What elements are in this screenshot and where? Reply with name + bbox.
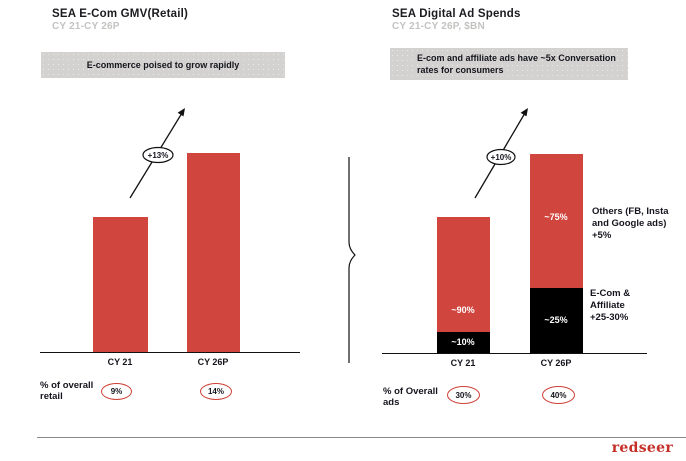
annotation-others-line2: and Google ads) xyxy=(592,218,667,229)
right-xlabel-cy26p: CY 26P xyxy=(540,358,572,368)
right-x-axis xyxy=(382,353,647,354)
left-xlabel-cy21: CY 21 xyxy=(107,357,133,367)
left-oval-cy26p: 14% xyxy=(200,383,232,400)
right-callout-line2: rates for consumers xyxy=(417,65,504,75)
annotation-ecom-line3: +25-30% xyxy=(590,312,629,323)
left-bar-cy21 xyxy=(93,217,148,352)
seg-label-cy26p-ecom: ~25% xyxy=(544,315,568,325)
right-growth-badge: +10% xyxy=(491,153,512,162)
annotation-ecom-line2: Affiliate xyxy=(590,300,625,311)
right-xlabel-cy21: CY 21 xyxy=(450,358,476,368)
left-growth-badge: +13% xyxy=(148,151,169,160)
seg-label-cy21-others: ~90% xyxy=(451,305,475,315)
left-footer-label: % of overall retail xyxy=(40,380,93,402)
left-bar-cy26p xyxy=(187,153,240,352)
annotation-ecom-affiliate: E-Com & Affiliate +25-30% xyxy=(590,288,630,324)
footer-rule xyxy=(37,437,686,438)
left-oval-cy21: 9% xyxy=(101,383,132,400)
right-bar-cy26p-others-segment xyxy=(530,154,583,288)
right-footer-label-line1: % of Overall xyxy=(383,386,438,397)
left-growth-arrow-icon: +13% xyxy=(129,108,185,199)
seg-label-cy26p-others: ~75% xyxy=(544,212,568,222)
panel-divider-brace xyxy=(348,157,356,363)
annotation-others-line1: Others (FB, Insta xyxy=(592,206,669,217)
annotation-ecom-line1: E-Com & xyxy=(590,288,631,299)
left-xlabel-cy26p: CY 26P xyxy=(197,357,229,367)
right-chart-subtitle: CY 21-CY 26P, $BN xyxy=(392,21,485,32)
right-callout-box: E-com and affiliate ads have ~5x Convers… xyxy=(390,48,628,80)
left-callout-text: E-commerce poised to grow rapidly xyxy=(86,60,240,70)
right-callout-line1: E-com and affiliate ads have ~5x Convers… xyxy=(417,53,616,63)
right-oval-cy21: 30% xyxy=(447,386,480,404)
right-chart-title: SEA Digital Ad Spends xyxy=(392,8,521,20)
right-bar-cy21-ecom-segment xyxy=(437,332,490,353)
right-footer-label: % of Overall ads xyxy=(383,386,438,408)
right-oval-cy26p: 40% xyxy=(542,386,575,404)
annotation-others: Others (FB, Insta and Google ads) +5% xyxy=(592,206,669,242)
left-chart-title: SEA E-Com GMV(Retail) xyxy=(52,8,189,20)
left-footer-label-line1: % of overall xyxy=(40,380,94,391)
right-growth-arrow-icon: +10% xyxy=(474,108,528,199)
right-footer-label-line2: ads xyxy=(383,397,400,408)
redseer-logo: redseer xyxy=(611,440,673,456)
left-callout-box: E-commerce poised to grow rapidly xyxy=(41,52,285,78)
left-chart-subtitle: CY 21-CY 26P xyxy=(52,21,120,32)
left-footer-label-line2: retail xyxy=(40,391,63,402)
right-bar-cy26p-ecom-segment xyxy=(530,288,583,353)
seg-label-cy21-ecom: ~10% xyxy=(451,337,475,347)
annotation-others-line3: +5% xyxy=(592,230,612,241)
right-bar-cy21-others-segment xyxy=(437,217,490,332)
left-x-axis xyxy=(40,352,300,353)
